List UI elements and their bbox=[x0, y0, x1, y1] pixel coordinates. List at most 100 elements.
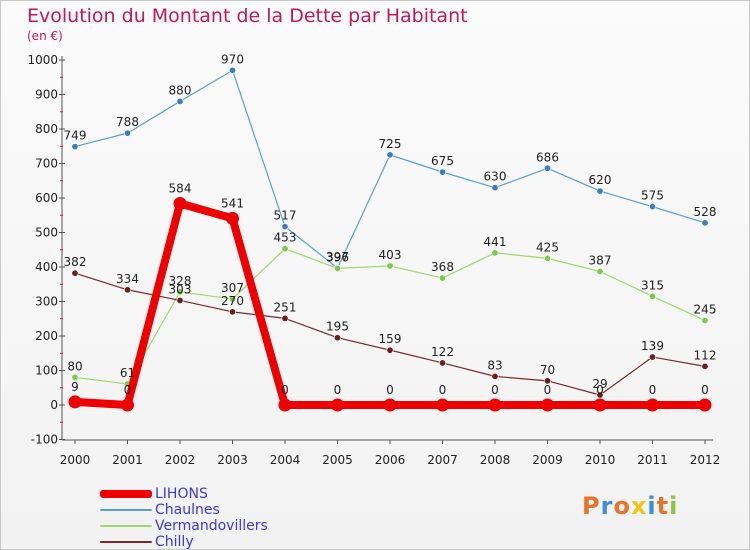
y-tick-label: -100 bbox=[31, 433, 58, 447]
y-tick-label: 700 bbox=[35, 157, 58, 171]
data-point-chilly bbox=[438, 359, 446, 367]
data-label-lihons: 0 bbox=[649, 383, 657, 397]
data-point-lihons bbox=[68, 395, 82, 409]
data-label-lihons: 9 bbox=[71, 380, 79, 394]
data-point-lihons bbox=[383, 398, 397, 412]
data-point-chilly bbox=[229, 308, 237, 316]
y-tick-label: 900 bbox=[35, 88, 58, 102]
data-point-vermandovillers bbox=[648, 292, 656, 300]
data-label-chilly: 303 bbox=[169, 282, 192, 296]
x-tick-label: 2009 bbox=[532, 453, 563, 467]
x-tick-label: 2006 bbox=[375, 453, 406, 467]
data-label-chilly: 112 bbox=[694, 348, 717, 362]
data-label-lihons: 0 bbox=[544, 383, 552, 397]
data-point-chaulnes bbox=[124, 129, 132, 137]
data-point-chilly bbox=[71, 269, 79, 277]
data-label-lihons: 541 bbox=[221, 196, 244, 210]
data-label-chilly: 122 bbox=[431, 345, 454, 359]
data-point-lihons bbox=[698, 398, 712, 412]
data-label-vermandovillers: 307 bbox=[221, 281, 244, 295]
x-tick-label: 2003 bbox=[217, 453, 248, 467]
data-label-chilly: 270 bbox=[221, 294, 244, 308]
data-label-lihons: 0 bbox=[334, 383, 342, 397]
data-point-vermandovillers bbox=[281, 245, 289, 253]
data-point-chaulnes bbox=[71, 143, 79, 151]
y-tick-label: 0 bbox=[50, 398, 58, 412]
data-point-chilly bbox=[124, 286, 132, 294]
legend-label: Chilly bbox=[155, 534, 194, 550]
data-point-lihons bbox=[646, 398, 659, 412]
data-point-vermandovillers bbox=[491, 249, 499, 257]
data-point-vermandovillers bbox=[229, 295, 237, 303]
data-point-chaulnes bbox=[648, 203, 656, 211]
y-tick-label: 800 bbox=[35, 122, 58, 136]
data-label-vermandovillers: 387 bbox=[589, 253, 612, 267]
data-label-chaulnes: 675 bbox=[431, 154, 454, 168]
y-tick-label: 500 bbox=[35, 226, 58, 240]
data-point-lihons bbox=[278, 398, 292, 412]
data-label-chilly: 159 bbox=[379, 332, 402, 346]
data-label-lihons: 0 bbox=[596, 383, 604, 397]
data-point-chilly bbox=[281, 314, 289, 322]
y-tick-label: 300 bbox=[35, 295, 58, 309]
y-tick-label: 200 bbox=[35, 329, 58, 343]
data-label-chaulnes: 397 bbox=[326, 250, 349, 264]
data-point-vermandovillers bbox=[71, 373, 79, 381]
y-tick-label: 600 bbox=[35, 191, 58, 205]
data-label-vermandovillers: 441 bbox=[484, 235, 507, 249]
data-point-chaulnes bbox=[491, 184, 499, 192]
data-point-chaulnes bbox=[438, 168, 446, 176]
legend-item: Vermandovillers bbox=[100, 518, 268, 534]
data-label-chaulnes: 575 bbox=[641, 189, 664, 203]
data-label-vermandovillers: 368 bbox=[431, 260, 454, 274]
data-point-chaulnes bbox=[543, 164, 551, 172]
data-label-chaulnes: 880 bbox=[169, 83, 192, 97]
data-label-chilly: 382 bbox=[64, 255, 87, 269]
data-label-chaulnes: 620 bbox=[589, 173, 612, 187]
data-label-chaulnes: 749 bbox=[64, 129, 87, 143]
legend-item: LIHONS bbox=[100, 486, 268, 502]
x-tick-label: 2012 bbox=[690, 453, 721, 467]
legend: LIHONS Chaulnes Vermandovillers Chilly bbox=[100, 486, 268, 550]
legend-swatch bbox=[100, 541, 152, 543]
data-label-chaulnes: 788 bbox=[116, 115, 139, 129]
data-label-vermandovillers: 403 bbox=[379, 248, 402, 262]
data-point-chilly bbox=[176, 296, 184, 304]
data-point-chilly bbox=[648, 353, 656, 361]
x-tick-label: 2001 bbox=[112, 453, 143, 467]
data-point-chilly bbox=[386, 346, 394, 354]
data-label-chilly: 195 bbox=[326, 320, 349, 334]
proxiti-logo: Proxiti bbox=[582, 492, 679, 520]
data-point-vermandovillers bbox=[543, 254, 551, 262]
data-point-lihons bbox=[121, 398, 134, 412]
x-tick-label: 2000 bbox=[60, 453, 91, 467]
x-tick-label: 2010 bbox=[585, 453, 616, 467]
data-label-vermandovillers: 328 bbox=[169, 274, 192, 288]
data-point-lihons bbox=[541, 398, 554, 412]
data-point-chilly bbox=[596, 391, 604, 399]
data-label-vermandovillers: 396 bbox=[326, 250, 349, 264]
data-label-chaulnes: 970 bbox=[221, 52, 244, 66]
data-point-chaulnes bbox=[281, 223, 289, 231]
y-tick-label: 400 bbox=[35, 260, 58, 274]
data-point-vermandovillers bbox=[701, 316, 709, 324]
legend-item: Chilly bbox=[100, 534, 268, 550]
data-point-vermandovillers bbox=[386, 262, 394, 270]
legend-label: Chaulnes bbox=[155, 502, 220, 518]
data-label-lihons: 0 bbox=[701, 383, 709, 397]
x-tick-label: 2007 bbox=[427, 453, 458, 467]
x-tick-label: 2011 bbox=[637, 453, 668, 467]
data-label-chaulnes: 725 bbox=[379, 137, 402, 151]
data-label-lihons: 0 bbox=[124, 383, 132, 397]
data-label-vermandovillers: 453 bbox=[274, 231, 297, 245]
x-tick-label: 2008 bbox=[480, 453, 511, 467]
data-label-chaulnes: 630 bbox=[484, 170, 507, 184]
data-point-chaulnes bbox=[176, 97, 184, 105]
data-label-chaulnes: 686 bbox=[536, 150, 559, 164]
data-label-vermandovillers: 245 bbox=[694, 302, 717, 316]
data-point-chaulnes bbox=[701, 219, 709, 227]
data-point-lihons bbox=[173, 197, 187, 211]
unit-label: (en €) bbox=[27, 29, 63, 43]
